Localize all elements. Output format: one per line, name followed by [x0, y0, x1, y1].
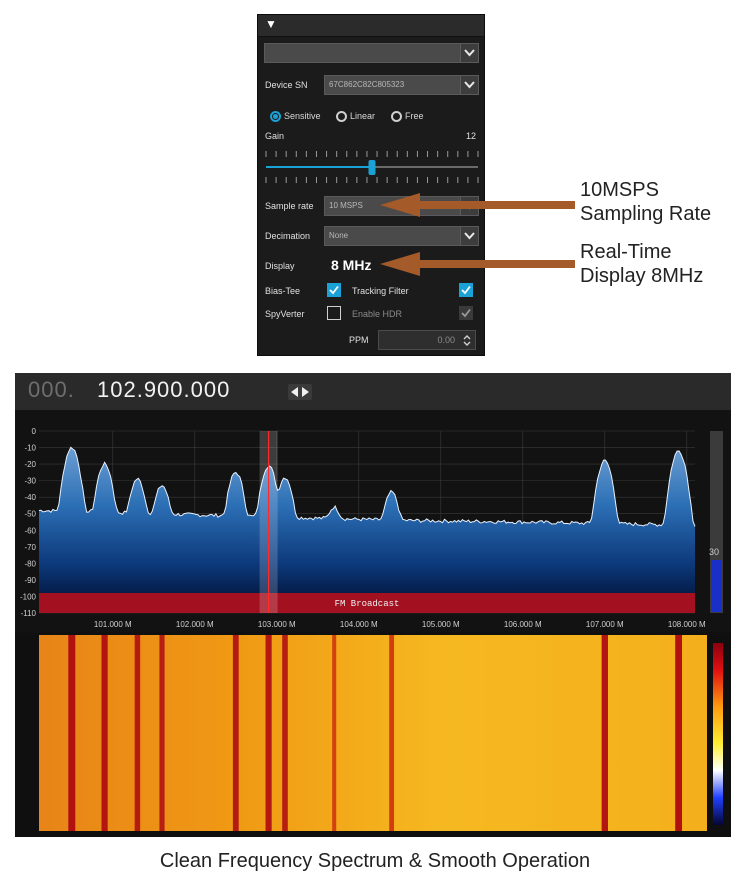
sdr-main-window: 000. 102.900.000 0 -10 -20 -30 -40 -50 -60 -70 -… — [15, 373, 731, 837]
annotation-display-line1: Real-Time — [580, 241, 672, 263]
source-dropdown[interactable] — [264, 43, 479, 63]
waterfall-signal-trace — [332, 635, 337, 831]
y-tick-label: -90 — [24, 576, 36, 585]
x-tick-label: 108.000 M — [668, 620, 706, 629]
waterfall-signal-trace — [389, 635, 395, 831]
chevron-down-icon — [460, 44, 478, 62]
device-sn-value: 67C862C82C805323 — [329, 80, 405, 89]
y-tick-label: -30 — [24, 477, 36, 486]
y-tick-label: -20 — [24, 460, 36, 469]
enable-hdr-checkbox[interactable] — [459, 306, 473, 320]
tracking-filter-label: Tracking Filter — [352, 286, 409, 296]
y-tick-label: -70 — [24, 543, 36, 552]
x-tick-label: 101.000 M — [94, 620, 132, 629]
slider-thumb — [368, 160, 376, 175]
waterfall-colorbar — [713, 643, 723, 825]
y-tick-label: -100 — [20, 592, 37, 601]
ppm-label: PPM — [349, 335, 369, 345]
spectrum-area — [39, 447, 695, 613]
waterfall-signal-trace — [265, 635, 272, 831]
level-meter-fill — [712, 560, 721, 612]
mode-radio-label: Free — [405, 111, 424, 121]
annotation-sampling-line1: 10MSPS — [580, 179, 659, 201]
sample-rate-label: Sample rate — [265, 201, 314, 211]
annotation-sampling-line2: Sampling Rate — [580, 203, 712, 225]
step-arrows-icon[interactable] — [288, 384, 312, 400]
sample-rate-value: 10 MSPS — [329, 201, 363, 210]
waterfall-signal-trace — [68, 635, 76, 831]
arrow-display — [380, 252, 575, 276]
x-tick-label: 102.000 M — [176, 620, 214, 629]
y-tick-label: -80 — [24, 559, 36, 568]
bias-tee-label: Bias-Tee — [265, 286, 301, 296]
mode-radio-sensitive[interactable]: Sensitive — [270, 109, 321, 123]
chevron-down-icon — [460, 227, 478, 245]
chevron-down-icon — [460, 76, 478, 94]
y-tick-label: -10 — [24, 444, 36, 453]
arrow-sample-rate — [380, 193, 575, 217]
spyverter-checkbox[interactable] — [327, 306, 341, 320]
waterfall-background — [39, 635, 707, 831]
mode-radio-linear[interactable]: Linear — [336, 109, 375, 123]
ppm-value: 0.00 — [437, 335, 455, 345]
x-tick-label: 106.000 M — [504, 620, 542, 629]
waterfall-signal-trace — [675, 635, 683, 831]
x-tick-label: 105.000 M — [422, 620, 460, 629]
decimation-dropdown[interactable]: None — [324, 226, 479, 246]
x-tick-label: 104.000 M — [340, 620, 378, 629]
spinner-arrows-icon[interactable] — [462, 333, 472, 348]
frequency-display[interactable]: 102.900.000 — [97, 377, 231, 402]
y-tick-label: -110 — [21, 609, 37, 618]
display-label: Display — [265, 261, 295, 271]
footer-caption: Clean Frequency Spectrum & Smooth Operat… — [159, 850, 591, 872]
waterfall-signal-trace — [134, 635, 141, 831]
decimation-value: None — [329, 231, 349, 240]
display-value: 8 MHz — [331, 257, 372, 273]
annotation-sampling: 10MSPS Sampling Rate — [580, 178, 711, 226]
y-tick-label: -40 — [24, 493, 36, 502]
gain-value: 12 — [466, 131, 477, 141]
tracking-filter-checkbox[interactable] — [459, 283, 473, 297]
gain-label: Gain — [265, 131, 285, 141]
annotation-arrows — [380, 193, 575, 276]
annotation-display-line2: Display 8MHz — [580, 265, 704, 287]
x-tick-label: 107.000 M — [586, 620, 624, 629]
mode-radio-free[interactable]: Free — [391, 109, 424, 123]
fm-broadcast-band[interactable] — [39, 593, 695, 613]
device-sn-label: Device SN — [265, 80, 308, 90]
annotation-display: Real-Time Display 8MHz — [580, 240, 703, 288]
waterfall-display[interactable] — [15, 635, 731, 837]
waterfall-signal-trace — [101, 635, 108, 831]
panel-header: ▼ — [258, 15, 484, 37]
x-tick-label: 103.000 M — [258, 620, 296, 629]
waterfall-signal-trace — [232, 635, 239, 831]
settings-panel: ▼ Device SN 67C862C82C805323 Sensitive L… — [257, 14, 485, 356]
radio-icon — [336, 110, 347, 122]
spectrum-trace-line — [38, 446, 696, 527]
radio-icon — [391, 110, 402, 122]
device-sn-dropdown[interactable]: 67C862C82C805323 — [324, 75, 479, 95]
level-readout: 30 — [709, 547, 719, 557]
collapse-triangle-icon[interactable]: ▼ — [265, 17, 277, 31]
spyverter-label: SpyVerter — [265, 309, 305, 319]
waterfall-signal-trace — [601, 635, 608, 831]
y-tick-label: -60 — [24, 526, 36, 535]
radio-icon — [270, 110, 281, 122]
spectrum-chart[interactable]: 0 -10 -20 -30 -40 -50 -60 -70 -80 -90 -100 -110 101… — [15, 410, 731, 632]
y-tick-label: 0 — [32, 427, 37, 436]
ppm-input[interactable]: 0.00 — [378, 330, 476, 350]
mode-radio-label: Linear — [350, 111, 376, 121]
mode-radio-label: Sensitive — [284, 111, 321, 121]
frequency-prefix[interactable]: 000. — [28, 377, 75, 402]
waterfall-signal-trace — [282, 635, 288, 831]
y-tick-label: -50 — [24, 510, 36, 519]
band-label: FM Broadcast — [335, 599, 400, 609]
waterfall-signal-trace — [159, 635, 165, 831]
bias-tee-checkbox[interactable] — [327, 283, 341, 297]
decimation-label: Decimation — [265, 231, 311, 241]
frequency-bar: 000. 102.900.000 — [15, 373, 731, 410]
gain-slider[interactable] — [264, 148, 480, 186]
enable-hdr-label: Enable HDR — [352, 309, 403, 319]
